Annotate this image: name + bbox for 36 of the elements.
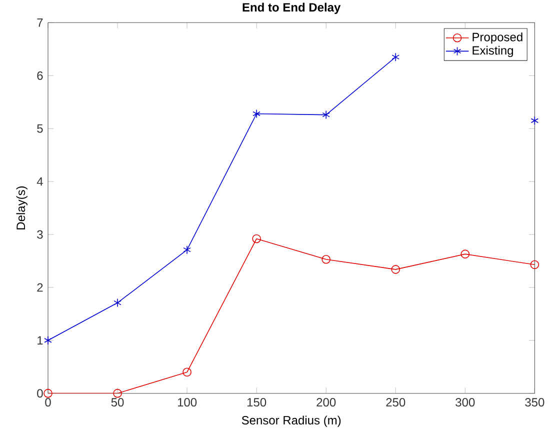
- point: [530, 260, 540, 270]
- x-tick-label: 50: [111, 398, 124, 407]
- point: [392, 52, 400, 62]
- point: [322, 254, 330, 264]
- y-axis-title: Delay(s): [16, 186, 28, 230]
- y-tick-label: 0: [37, 389, 43, 398]
- point: [44, 388, 52, 398]
- point: [182, 368, 192, 377]
- point: [114, 298, 122, 308]
- y-tick-label: 1: [38, 336, 43, 345]
- point: [113, 388, 122, 398]
- x-tick-label: 0: [45, 398, 51, 407]
- point: [252, 109, 260, 118]
- chart-title: End to End Delay: [242, 2, 341, 14]
- point: [252, 234, 261, 244]
- point: [391, 265, 400, 274]
- legend-label: Existing: [472, 46, 513, 58]
- x-axis-title: Sensor Radius (m): [242, 416, 341, 427]
- point: [322, 110, 330, 120]
- point: [460, 250, 470, 258]
- y-tick-label: 7: [37, 18, 43, 27]
- x-tick-label: 300: [456, 398, 475, 407]
- y-tick-label: 5: [37, 124, 43, 133]
- x-tick-label: 250: [386, 398, 406, 407]
- x-tick-label: 100: [178, 398, 197, 407]
- legend-label: Proposed: [472, 32, 522, 44]
- point: [44, 336, 52, 345]
- point: [183, 245, 191, 254]
- y-tick-label: 6: [37, 71, 43, 80]
- point: [530, 116, 539, 126]
- y-tick-label: 4: [36, 177, 43, 186]
- y-tick-label: 2: [37, 283, 43, 292]
- x-tick-label: 150: [247, 398, 266, 407]
- x-tick-label: 200: [316, 398, 336, 407]
- y-tick-label: 3: [37, 230, 43, 239]
- x-tick-label: 350: [525, 398, 544, 407]
